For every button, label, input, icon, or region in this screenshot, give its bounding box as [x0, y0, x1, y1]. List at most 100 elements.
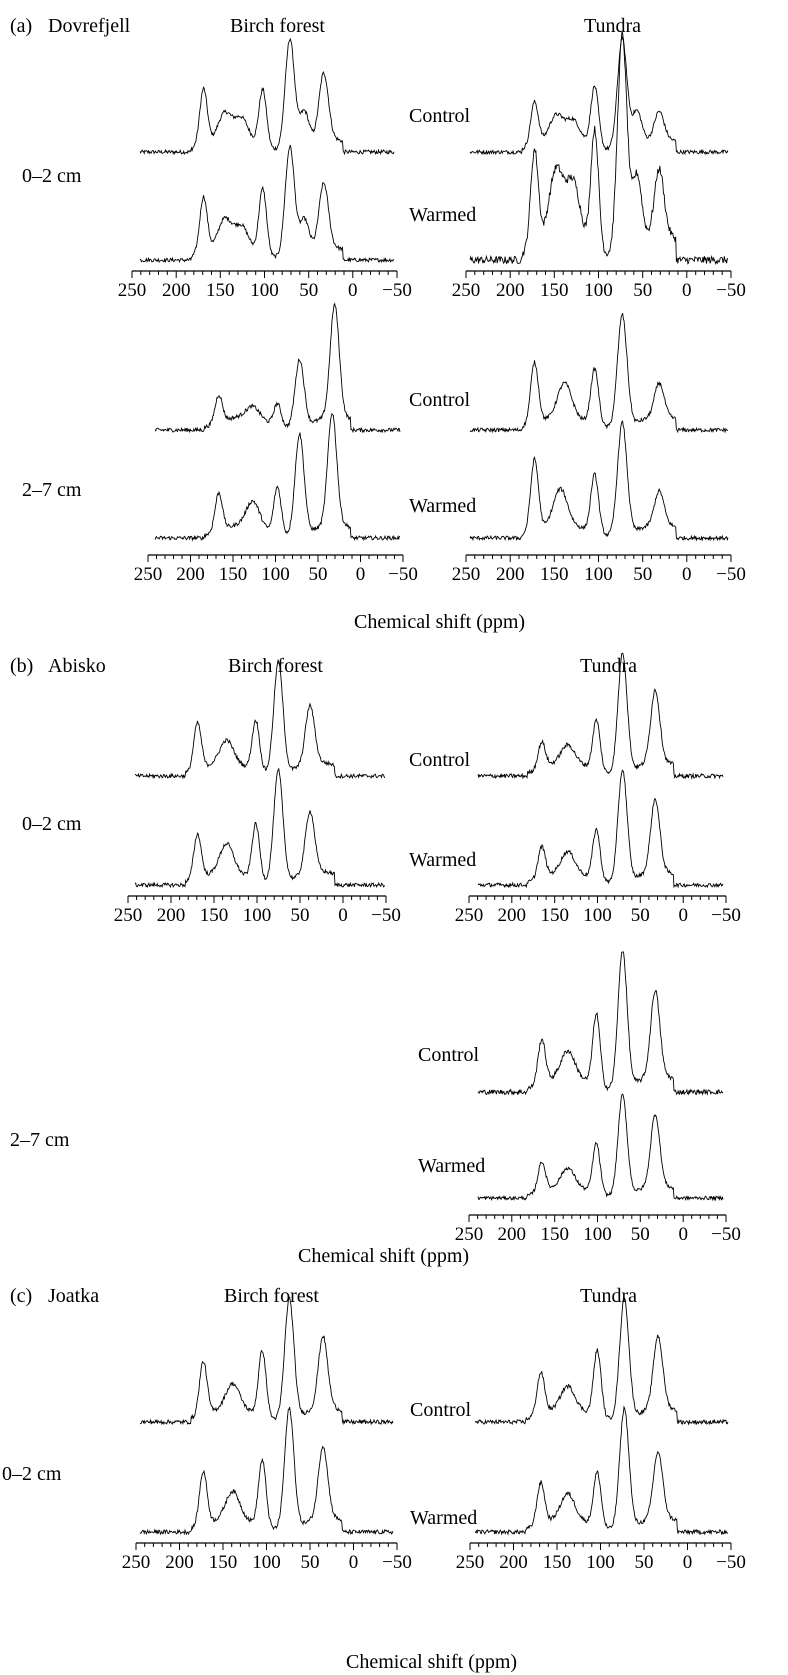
spectrum-abisko-birch-forest-0-2-cm-control	[134, 659, 386, 780]
x-tick-label: −50	[716, 1552, 746, 1573]
panel-b-site: Abisko	[48, 655, 106, 677]
panel-a-depth-2-7: 2–7 cm	[22, 479, 82, 501]
panel-c-label: (c)	[10, 1285, 32, 1307]
x-tick-label: 250	[122, 1552, 151, 1573]
x-tick-label: 50	[309, 564, 328, 585]
panel-b-depth-2-7: 2–7 cm	[10, 1129, 70, 1151]
spectrum-dovrefjell-tundra-0-2-cm-control	[469, 35, 729, 156]
x-tick-label: 50	[633, 280, 652, 301]
panel-b-label: (b)	[10, 655, 33, 677]
x-tick-label: 0	[338, 905, 348, 926]
x-tick-label: 0	[349, 1552, 359, 1573]
x-tick-label: 100	[586, 1552, 615, 1573]
x-tick-label: 200	[162, 280, 191, 301]
panel-a-birch-title: Birch forest	[230, 15, 325, 37]
x-tick-label: 150	[540, 564, 569, 585]
panel-a-tundra-title: Tundra	[584, 15, 641, 37]
axes-group: 250 200 150 100 50 0 −50 250 200 150 100 50 0 −50 250 2…	[114, 270, 746, 1573]
x-tick-label: 50	[301, 1552, 320, 1573]
panel-b-x-axis-title: Chemical shift (ppm)	[298, 1245, 469, 1267]
x-tick-label: 150	[540, 1224, 569, 1245]
spectrum-dovrefjell-birch-forest-0-2-cm-control	[139, 37, 395, 156]
panel-c-row1-control: Control	[410, 1399, 472, 1421]
x-tick-label: 50	[635, 1552, 654, 1573]
panel-b-row2-control: Control	[418, 1044, 480, 1066]
panel-a-row1-control: Control	[409, 105, 471, 127]
x-tick-label: 50	[631, 905, 650, 926]
panel-b-depth-0-2: 0–2 cm	[22, 813, 82, 835]
spectrum-joatka-tundra-0-2-cm-warmed	[474, 1405, 729, 1536]
x-tick-label: 150	[200, 905, 229, 926]
x-tick-label: 250	[452, 564, 481, 585]
x-tick-label: −50	[382, 280, 412, 301]
x-tick-label: 250	[455, 905, 484, 926]
x-tick-label: 50	[631, 1224, 650, 1245]
x-tick-label: −50	[716, 564, 746, 585]
x-tick-label: 200	[498, 1224, 527, 1245]
x-tick-label: 200	[176, 564, 205, 585]
x-tick-label: 200	[496, 564, 525, 585]
panel-c-birch-title: Birch forest	[224, 1285, 319, 1307]
x-tick-label: 100	[584, 280, 613, 301]
x-tick-label: 0	[682, 280, 692, 301]
x-tick-label: 100	[250, 280, 279, 301]
panel-b-row1-warmed: Warmed	[409, 849, 476, 871]
x-tick-label: −50	[716, 280, 746, 301]
x-tick-label: 150	[540, 905, 569, 926]
panel-b-birch-title: Birch forest	[228, 655, 323, 677]
panel-c-depth-0-2: 0–2 cm	[2, 1463, 62, 1485]
spectrum-abisko-tundra-0-2-cm-control	[477, 652, 724, 780]
spectrum-joatka-birch-forest-0-2-cm-control	[139, 1296, 394, 1426]
x-tick-label: 0	[683, 1552, 693, 1573]
spectrum-dovrefjell-birch-forest-0-2-cm-warmed	[139, 144, 395, 264]
panel-a-x-axis-title: Chemical shift (ppm)	[354, 611, 525, 633]
spectrum-abisko-birch-forest-0-2-cm-warmed	[134, 767, 386, 889]
spectrum-dovrefjell-birch-forest-2-7-cm-control	[154, 302, 401, 434]
panel-b-row2-warmed: Warmed	[418, 1155, 485, 1177]
x-tick-label: 0	[678, 905, 688, 926]
spectrum-joatka-birch-forest-0-2-cm-warmed	[139, 1406, 394, 1536]
x-tick-label: 0	[678, 1224, 688, 1245]
x-tick-label: 100	[252, 1552, 281, 1573]
panel-a-row2-warmed: Warmed	[409, 495, 476, 517]
panel-a-depth-0-2: 0–2 cm	[22, 165, 82, 187]
x-tick-label: 150	[540, 280, 569, 301]
panel-c-tundra-title: Tundra	[580, 1285, 637, 1307]
x-tick-label: 200	[496, 280, 525, 301]
spectrum-abisko-tundra-2-7-cm-warmed	[477, 1093, 724, 1202]
x-tick-label: 100	[583, 1224, 612, 1245]
x-tick-label: 50	[299, 280, 318, 301]
x-tick-label: 0	[356, 564, 366, 585]
x-tick-label: 250	[114, 905, 143, 926]
x-tick-label: 50	[291, 905, 310, 926]
x-tick-label: −50	[711, 905, 741, 926]
x-tick-label: 150	[209, 1552, 238, 1573]
x-tick-label: 150	[206, 280, 235, 301]
x-tick-label: −50	[371, 905, 401, 926]
panel-c-row1-warmed: Warmed	[410, 1507, 477, 1529]
spectrum-abisko-tundra-2-7-cm-control	[477, 951, 724, 1096]
x-tick-label: 250	[134, 564, 163, 585]
panel-b-row1-control: Control	[409, 749, 471, 771]
x-tick-label: 200	[165, 1552, 194, 1573]
x-tick-label: 100	[243, 905, 272, 926]
spectra-group	[134, 31, 729, 1536]
x-tick-label: 200	[498, 905, 527, 926]
x-tick-label: 0	[682, 564, 692, 585]
panel-b-tundra-title: Tundra	[580, 655, 637, 677]
x-tick-label: −50	[388, 564, 418, 585]
x-tick-label: 100	[583, 905, 612, 926]
x-tick-label: 200	[499, 1552, 528, 1573]
spectrum-dovrefjell-tundra-2-7-cm-control	[469, 312, 729, 434]
panel-a-label: (a)	[10, 15, 32, 37]
x-tick-label: −50	[711, 1224, 741, 1245]
spectrum-dovrefjell-tundra-0-2-cm-warmed	[469, 31, 729, 266]
panel-c-x-axis-title: Chemical shift (ppm)	[346, 1651, 517, 1673]
x-tick-label: 150	[543, 1552, 572, 1573]
x-tick-label: 250	[456, 1552, 485, 1573]
spectrum-abisko-tundra-0-2-cm-warmed	[477, 769, 724, 889]
x-tick-label: 150	[219, 564, 248, 585]
x-tick-label: −50	[382, 1552, 412, 1573]
panel-a-site: Dovrefjell	[48, 15, 131, 37]
